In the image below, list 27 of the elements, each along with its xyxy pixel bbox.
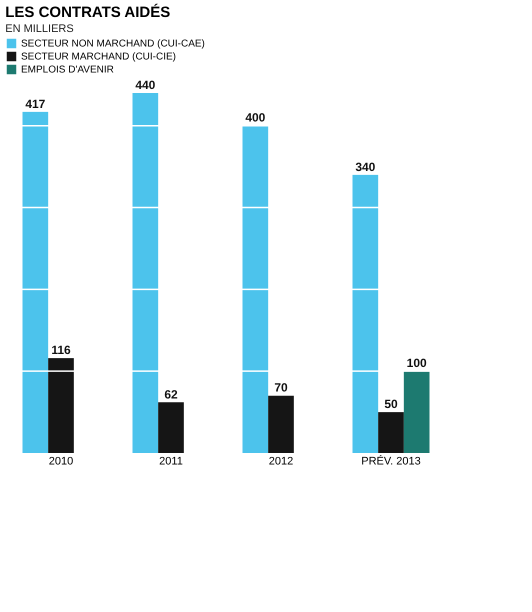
bar: [352, 174, 378, 453]
legend-label: EMPLOIS D'AVENIR: [21, 64, 114, 76]
data-label: 100: [406, 356, 427, 370]
bar: [22, 112, 48, 453]
data-label: 62: [164, 387, 178, 402]
x-tick-label: 2011: [159, 456, 183, 468]
data-label: 50: [384, 397, 398, 412]
legend-label: SECTEUR MARCHAND (CUI-CIE): [21, 52, 176, 62]
data-label: 440: [135, 78, 156, 92]
chart-title: LES CONTRATS AIDÉS: [5, 3, 170, 21]
data-label: 400: [245, 110, 266, 125]
data-label: 340: [355, 160, 376, 174]
x-tick-label: PRÉV. 2013: [361, 454, 421, 468]
data-label: 70: [274, 380, 288, 395]
bar: [242, 126, 268, 453]
bar: [404, 371, 430, 453]
bar: [378, 412, 404, 453]
x-tick-label: 2010: [48, 456, 74, 468]
legend-label: SECTEUR NON MARCHAND (CUI-CAE): [21, 38, 205, 50]
data-label: 417: [25, 96, 46, 111]
data-label: 116: [51, 343, 72, 358]
bar: [268, 396, 294, 453]
x-tick-label: 2012: [268, 456, 294, 468]
bar: [158, 402, 184, 453]
bar: [48, 358, 74, 453]
bar: [132, 93, 158, 453]
chart-subtitle: EN MILLIERS: [5, 23, 74, 35]
